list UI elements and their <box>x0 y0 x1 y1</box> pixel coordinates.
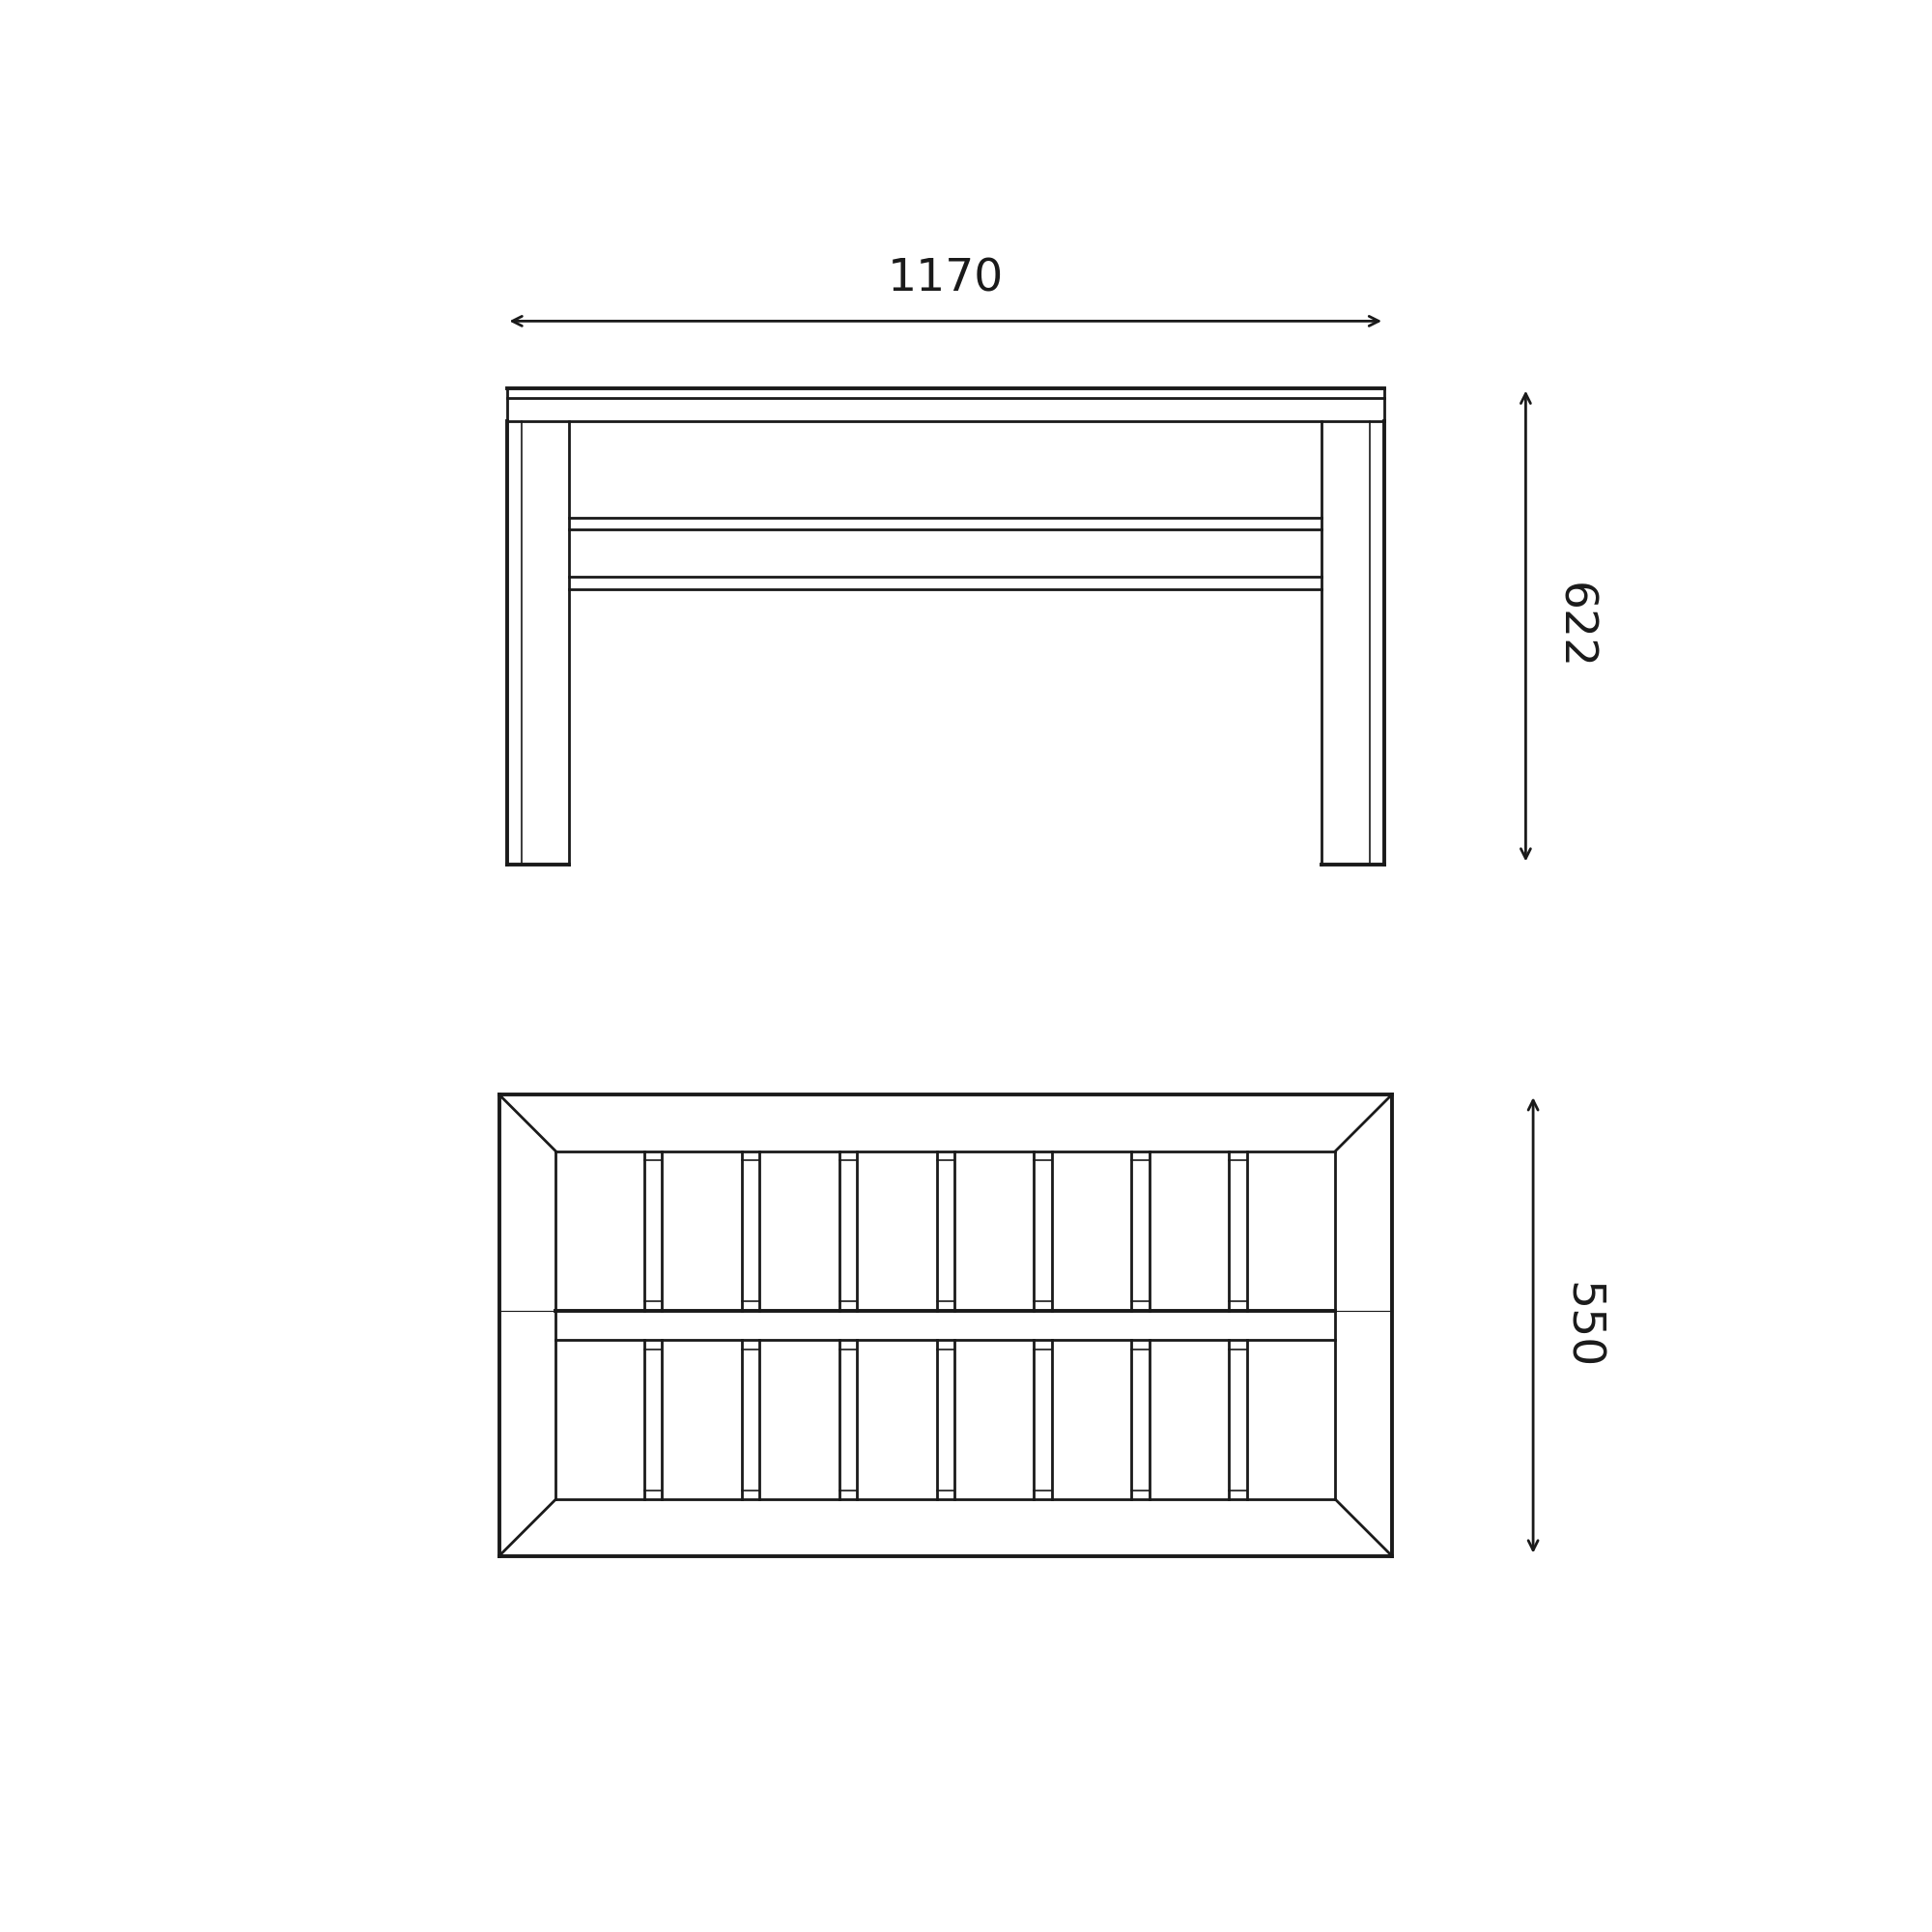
Text: 1170: 1170 <box>887 257 1003 301</box>
Text: 550: 550 <box>1559 1281 1602 1370</box>
Text: 622: 622 <box>1551 582 1596 670</box>
